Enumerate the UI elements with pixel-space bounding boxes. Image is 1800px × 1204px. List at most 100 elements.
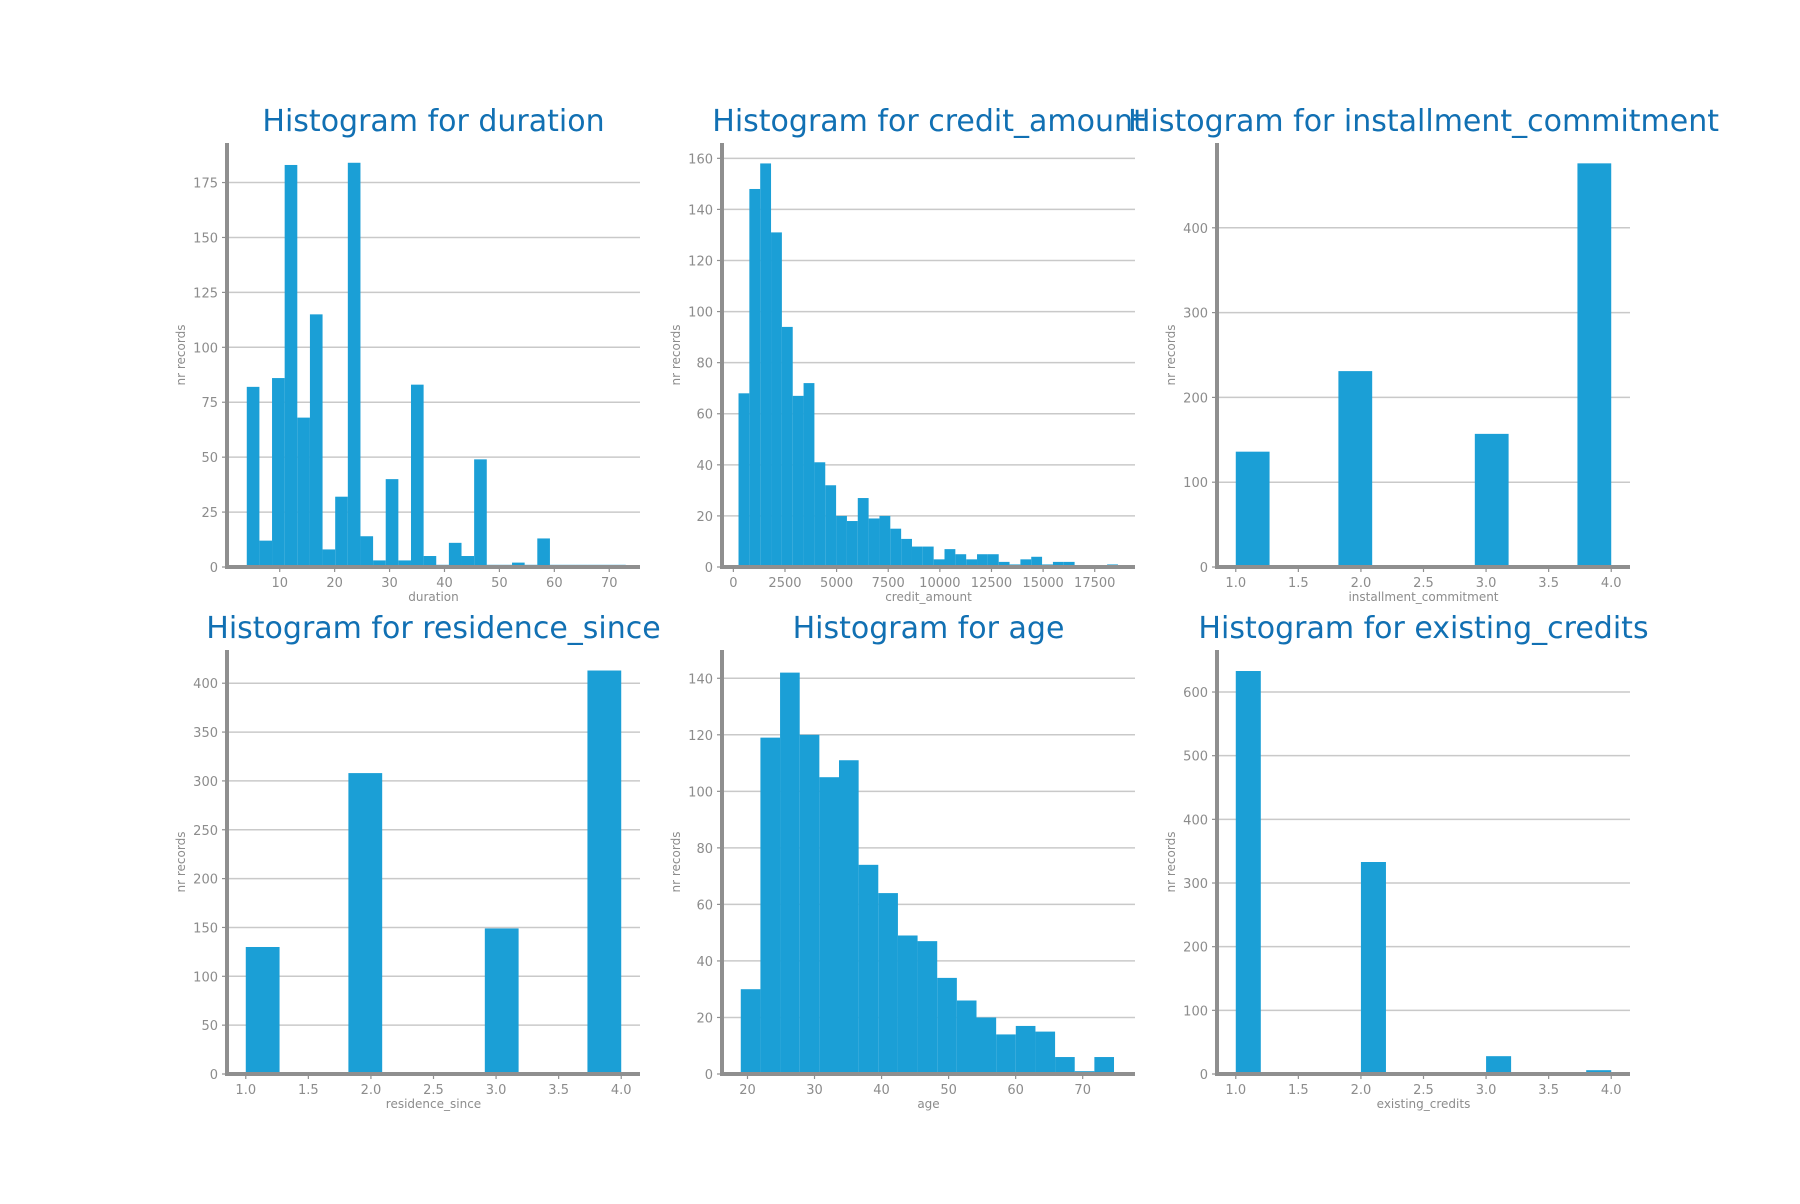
bar-credit-amount-20 (955, 554, 967, 567)
y-tick-label: 100 (688, 785, 713, 800)
bar-credit-amount-19 (944, 549, 956, 567)
x-tick-label: 2.5 (423, 1083, 444, 1098)
bar-duration-18 (474, 459, 487, 567)
bar-duration-12 (398, 560, 411, 567)
x-tick-label: 4.0 (1601, 1083, 1622, 1098)
bar-credit-amount-4 (781, 326, 793, 567)
x-axis-label: installment_commitment (1348, 590, 1498, 604)
bar-duration-2 (272, 378, 285, 567)
x-tick-label: 1.5 (298, 1083, 319, 1098)
x-tick-label: 30 (381, 576, 398, 591)
bar-credit-amount-6 (803, 383, 815, 567)
y-tick-label: 40 (696, 459, 713, 474)
x-tick-label: 40 (873, 1083, 890, 1098)
bar-duration-10 (373, 560, 386, 567)
bar-credit-amount-14 (890, 528, 902, 567)
x-tick-label: 30 (806, 1083, 823, 1098)
y-tick-label: 25 (201, 506, 218, 521)
x-axis-label: credit_amount (885, 590, 972, 604)
y-tick-label: 0 (210, 561, 218, 576)
bar-age-5 (838, 760, 859, 1074)
chart-credit-amount: 0 20 40 60 80 100 120 140 160 0 2500 5000 7500 10000 1… (669, 104, 1145, 604)
x-tick-label: 1.0 (235, 1083, 256, 1098)
bar-credit-amount-5 (792, 395, 804, 567)
bar-credit-amount-1 (749, 188, 761, 568)
y-tick-label: 100 (1183, 1004, 1208, 1019)
bar-age-10 (937, 977, 957, 1074)
bar-credit-amount-18 (933, 559, 945, 567)
bar-age-13 (996, 1034, 1016, 1074)
y-tick-label: 100 (1183, 476, 1208, 491)
bar-credit-amount-29 (1052, 561, 1064, 567)
y-tick-label: 300 (1183, 307, 1208, 322)
y-tick-label: 600 (1183, 686, 1208, 701)
x-tick-label: 15000 (1022, 576, 1063, 591)
x-tick-label: 60 (1007, 1083, 1024, 1098)
x-axis-label: duration (408, 590, 459, 604)
x-tick-label: 1.0 (1225, 576, 1246, 591)
y-tick-label: 400 (193, 677, 218, 692)
x-tick-label: 3.5 (548, 1083, 569, 1098)
bar-age-0 (740, 989, 761, 1074)
bar-credit-amount-12 (868, 518, 880, 567)
chart-title: Histogram for existing_credits (1198, 611, 1648, 646)
chart-duration: 0 25 50 75 100 125 150 175 10 20 30 40 50 60 70 duratio… (174, 104, 640, 604)
y-tick-label: 0 (1200, 1068, 1208, 1083)
bar-credit-amount-17 (922, 546, 934, 567)
x-tick-label: 50 (940, 1083, 957, 1098)
bar-duration-21 (512, 562, 525, 567)
x-tick-label: 1.5 (1288, 1083, 1309, 1098)
x-tick-label: 10 (271, 576, 288, 591)
chart-age: 0 20 40 60 80 100 120 140 20 30 40 50 60 70 age nr reco… (669, 611, 1135, 1111)
y-tick-label: 160 (688, 152, 713, 167)
y-tick-label: 20 (696, 1011, 713, 1026)
y-tick-label: 175 (193, 177, 218, 192)
bar-age-15 (1035, 1031, 1056, 1074)
x-tick-label: 20 (739, 1083, 756, 1098)
x-tick-label: 2.0 (1351, 1083, 1372, 1098)
y-tick-label: 60 (696, 408, 713, 423)
y-tick-label: 80 (696, 842, 713, 857)
bar-age-14 (1015, 1025, 1036, 1074)
bar-duration-17 (461, 556, 475, 567)
x-tick-label: 2.5 (1413, 1083, 1434, 1098)
bar-credit-amount-21 (966, 559, 978, 567)
y-tick-label: 50 (201, 1019, 218, 1034)
x-tick-label: 3.5 (1538, 576, 1559, 591)
y-tick-label: 100 (193, 341, 218, 356)
bar-credit-amount-3 (771, 232, 782, 567)
x-tick-label: 4.0 (611, 1083, 632, 1098)
chart-existing-credits: 0 100 200 300 400 500 600 1.0 1.5 2.0 2.5 3.0 3.5 4.0… (1164, 611, 1649, 1111)
y-tick-label: 200 (1183, 391, 1208, 406)
bar-installment-commitment-3 (1577, 163, 1612, 568)
x-tick-label: 2.5 (1413, 576, 1434, 591)
bar-credit-amount-26 (1020, 559, 1032, 567)
chart-title: Histogram for duration (262, 104, 604, 139)
y-tick-label: 120 (688, 729, 713, 744)
bar-duration-0 (246, 386, 260, 567)
bar-credit-amount-13 (879, 515, 891, 567)
x-tick-label: 3.5 (1538, 1083, 1559, 1098)
y-tick-label: 150 (193, 921, 218, 936)
x-axis-label: age (917, 1097, 939, 1111)
y-tick-label: 20 (696, 510, 713, 525)
chart-title: Histogram for installment_commitment (1128, 104, 1719, 139)
bar-credit-amount-9 (836, 515, 847, 567)
y-tick-label: 500 (1183, 750, 1208, 765)
y-tick-label: 400 (1183, 813, 1208, 828)
chart-installment-commitment: 0 100 200 300 400 1.0 1.5 2.0 2.5 3.0 3.5 4.0 instal… (1128, 104, 1719, 604)
chart-title: Histogram for credit_amount (712, 104, 1145, 139)
y-tick-label: 300 (193, 775, 218, 790)
y-axis-label: nr records (174, 832, 188, 893)
y-tick-label: 50 (201, 451, 218, 466)
x-tick-label: 17500 (1074, 576, 1115, 591)
y-tick-label: 200 (193, 873, 218, 888)
x-tick-label: 0 (729, 576, 737, 591)
bar-age-11 (956, 1000, 977, 1074)
y-tick-label: 0 (705, 561, 713, 576)
y-tick-label: 140 (688, 672, 713, 687)
bar-credit-amount-27 (1031, 556, 1043, 567)
bar-duration-9 (360, 536, 374, 567)
y-tick-label: 40 (696, 955, 713, 970)
bar-duration-3 (284, 164, 298, 567)
